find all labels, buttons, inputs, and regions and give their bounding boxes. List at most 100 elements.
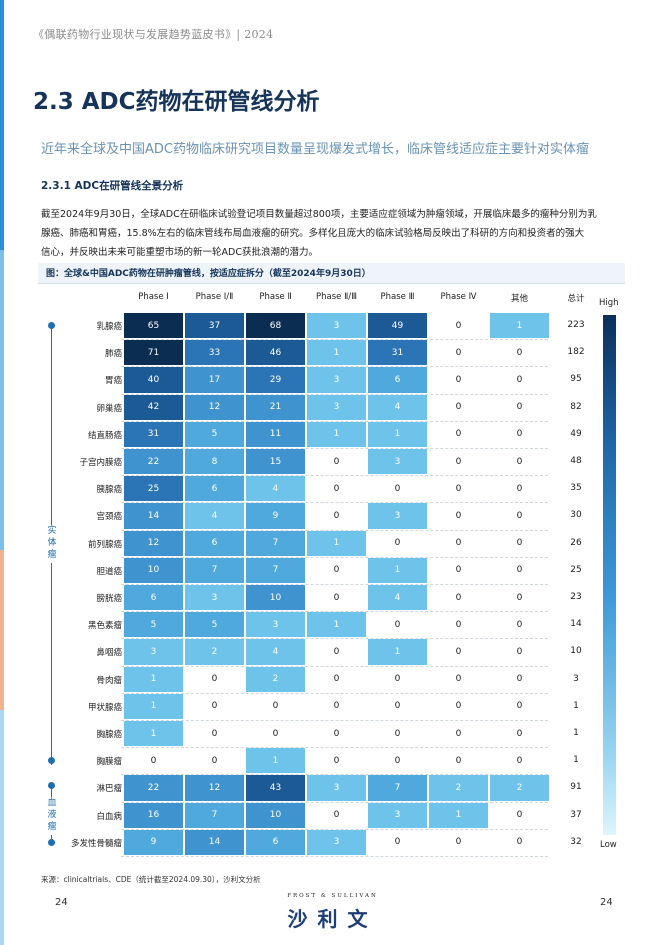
page-number-right: 24 — [600, 897, 613, 908]
figure-caption: 图：全球&中国ADC药物在研肿瘤管线，按适应症拆分（截至2024年9月30日） — [46, 269, 371, 279]
row-divider — [121, 801, 548, 804]
row-divider — [121, 420, 548, 423]
heatmap-cell: 2 — [490, 775, 549, 801]
heatmap-cell: 0 — [429, 585, 488, 611]
row-divider — [121, 393, 548, 396]
heatmap-cell: 0 — [307, 449, 366, 475]
column-header: Phase Ⅱ/Ⅲ — [316, 292, 357, 302]
row-divider — [121, 747, 548, 749]
heatmap-cell: 40 — [124, 367, 183, 393]
column-header: Phase Ⅰ/Ⅱ — [195, 292, 234, 302]
heatmap-cell: 0 — [490, 394, 549, 420]
heatmap-cell: 0 — [185, 721, 244, 747]
heatmap-cell: 22 — [124, 449, 183, 475]
heatmap-cell: 31 — [124, 421, 183, 447]
heatmap-cell: 0 — [429, 421, 488, 447]
heatmap-cell: 49 — [368, 313, 427, 339]
row-total: 26 — [570, 537, 582, 548]
row-label: 骨肉瘤 — [96, 675, 122, 686]
heatmap-cell: 14 — [185, 829, 244, 855]
row-total: 91 — [570, 782, 582, 793]
heatmap-cell: 33 — [185, 340, 244, 366]
column-header: Phase Ⅳ — [440, 292, 477, 302]
row-total: 10 — [570, 646, 582, 657]
source-note: 来源：clinicaltrials、CDE（统计截至2024.09.30），沙利… — [41, 875, 261, 884]
heatmap-cell: 4 — [246, 476, 305, 502]
heatmap-cell: 2 — [429, 775, 488, 801]
row-label: 胆道癌 — [96, 566, 122, 577]
row-divider — [121, 339, 548, 341]
heatmap-cell: 9 — [124, 829, 183, 855]
heatmap-cell: 7 — [246, 557, 305, 583]
heatmap-cell: 42 — [124, 394, 183, 420]
heatmap-cell: 0 — [490, 476, 549, 502]
column-header: 其他 — [510, 294, 528, 304]
row-divider — [121, 475, 548, 477]
heatmap-cell: 5 — [185, 612, 244, 638]
heatmap-cell: 0 — [429, 503, 488, 529]
heatmap-cell: 0 — [429, 748, 488, 774]
heatmap-cell: 6 — [185, 530, 244, 556]
heatmap-cell: 0 — [368, 612, 427, 638]
body-paragraph: 截至2024年9月30日，全球ADC在研临床试验登记项目数量超过800项，主要适… — [41, 205, 626, 262]
heatmap-cell: 31 — [368, 340, 427, 366]
heatmap-cell: 8 — [185, 449, 244, 475]
heatmap-cell: 0 — [368, 829, 427, 855]
row-divider — [121, 638, 548, 640]
heatmap-cell: 6 — [185, 476, 244, 502]
heatmap-cell: 4 — [368, 585, 427, 611]
heatmap-cell: 7 — [246, 530, 305, 556]
heatmap-cell: 1 — [124, 693, 183, 719]
heatmap-cell: 5 — [185, 421, 244, 447]
heatmap-cell: 0 — [429, 557, 488, 583]
heatmap-cell: 0 — [490, 802, 549, 828]
heatmap-cell: 0 — [368, 476, 427, 502]
heatmap-cell: 7 — [185, 802, 244, 828]
row-label: 肺癌 — [104, 349, 122, 360]
heatmap-cell: 0 — [490, 721, 549, 747]
row-label: 鼻咽癌 — [96, 648, 122, 659]
heatmap-cell: 1 — [490, 313, 549, 339]
heatmap-cell: 22 — [124, 775, 183, 801]
heatmap-cell: 0 — [368, 666, 427, 692]
heatmap-cell: 0 — [429, 449, 488, 475]
heatmap-cell: 0 — [429, 394, 488, 420]
heatmap-cell: 21 — [246, 394, 305, 420]
heatmap-cell: 29 — [246, 367, 305, 393]
heatmap-cell: 0 — [490, 585, 549, 611]
row-label: 淋巴瘤 — [96, 784, 122, 795]
heatmap-cell: 0 — [307, 557, 366, 583]
heatmap-cell: 0 — [246, 721, 305, 747]
heatmap-cell: 16 — [124, 802, 183, 828]
brand-logo: 沙利文 — [287, 907, 378, 931]
row-total: 30 — [570, 510, 582, 521]
heatmap-cell: 0 — [429, 693, 488, 719]
heatmap-cell: 0 — [307, 585, 366, 611]
heatmap-cell: 0 — [490, 829, 549, 855]
heatmap-cell: 3 — [368, 802, 427, 828]
edge-strip — [0, 550, 4, 710]
blood-tumor-label: 血液瘤 — [46, 797, 58, 835]
row-divider — [121, 774, 548, 776]
heatmap-cell: 1 — [246, 748, 305, 774]
row-total: 32 — [570, 836, 582, 847]
heatmap-cell: 3 — [368, 449, 427, 475]
heatmap-cell: 0 — [490, 449, 549, 475]
color-scale-legend — [603, 315, 616, 835]
edge-strip — [0, 0, 4, 250]
row-label: 胰腺癌 — [96, 485, 122, 496]
paragraph-line: 截至2024年9月30日，全球ADC在研临床试验登记项目数量超过800项，主要适… — [41, 209, 597, 220]
row-divider — [121, 529, 548, 532]
heatmap-cell: 0 — [429, 829, 488, 855]
running-header: 《偶联药物行业现状与发展趋势蓝皮书》| 2024 — [33, 28, 274, 41]
figure-caption-bar: 图：全球&中国ADC药物在研肿瘤管线，按适应症拆分（截至2024年9月30日） — [38, 263, 625, 284]
row-label: 前列腺癌 — [87, 539, 122, 550]
heatmap-cell: 10 — [124, 557, 183, 583]
heatmap-cell: 0 — [185, 693, 244, 719]
heatmap-cell: 0 — [307, 748, 366, 774]
heatmap-cell: 17 — [185, 367, 244, 393]
total-header: 总计 — [567, 294, 585, 304]
heatmap-cell: 2 — [246, 666, 305, 692]
column-header: Phase Ⅱ — [259, 292, 292, 302]
heatmap-cell: 0 — [490, 693, 549, 719]
